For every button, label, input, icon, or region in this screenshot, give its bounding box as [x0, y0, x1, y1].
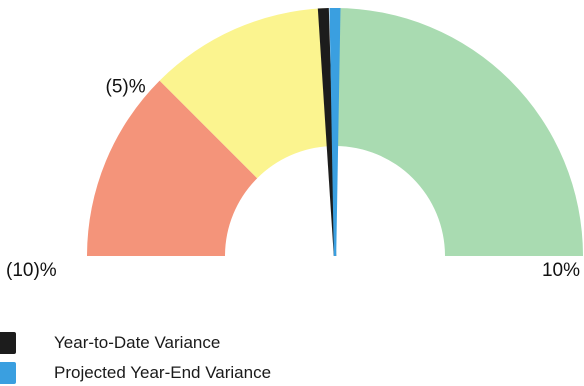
legend-swatch-projected-year-end [0, 362, 16, 384]
gauge-band-3 [335, 8, 583, 256]
gauge-tick-labels: (10)% (5)% 10% [6, 77, 580, 281]
tick-label-5: (5)% [106, 77, 146, 98]
needle-year-to-date-variance [317, 8, 337, 257]
tick-label-10: (10)% [6, 260, 57, 281]
gauge-needles [317, 8, 341, 257]
legend-label-projected-year-end: Projected Year-End Variance [54, 363, 272, 382]
tick-label-10: 10% [542, 260, 580, 281]
gauge-band-1 [87, 80, 258, 257]
needle-projected-year-end-variance [329, 8, 341, 256]
legend-label-year-to-date: Year-to-Date Variance [54, 333, 221, 352]
gauge-band-2 [159, 8, 330, 179]
legend-swatch-year-to-date [0, 332, 16, 354]
gauge-bands [87, 8, 583, 257]
